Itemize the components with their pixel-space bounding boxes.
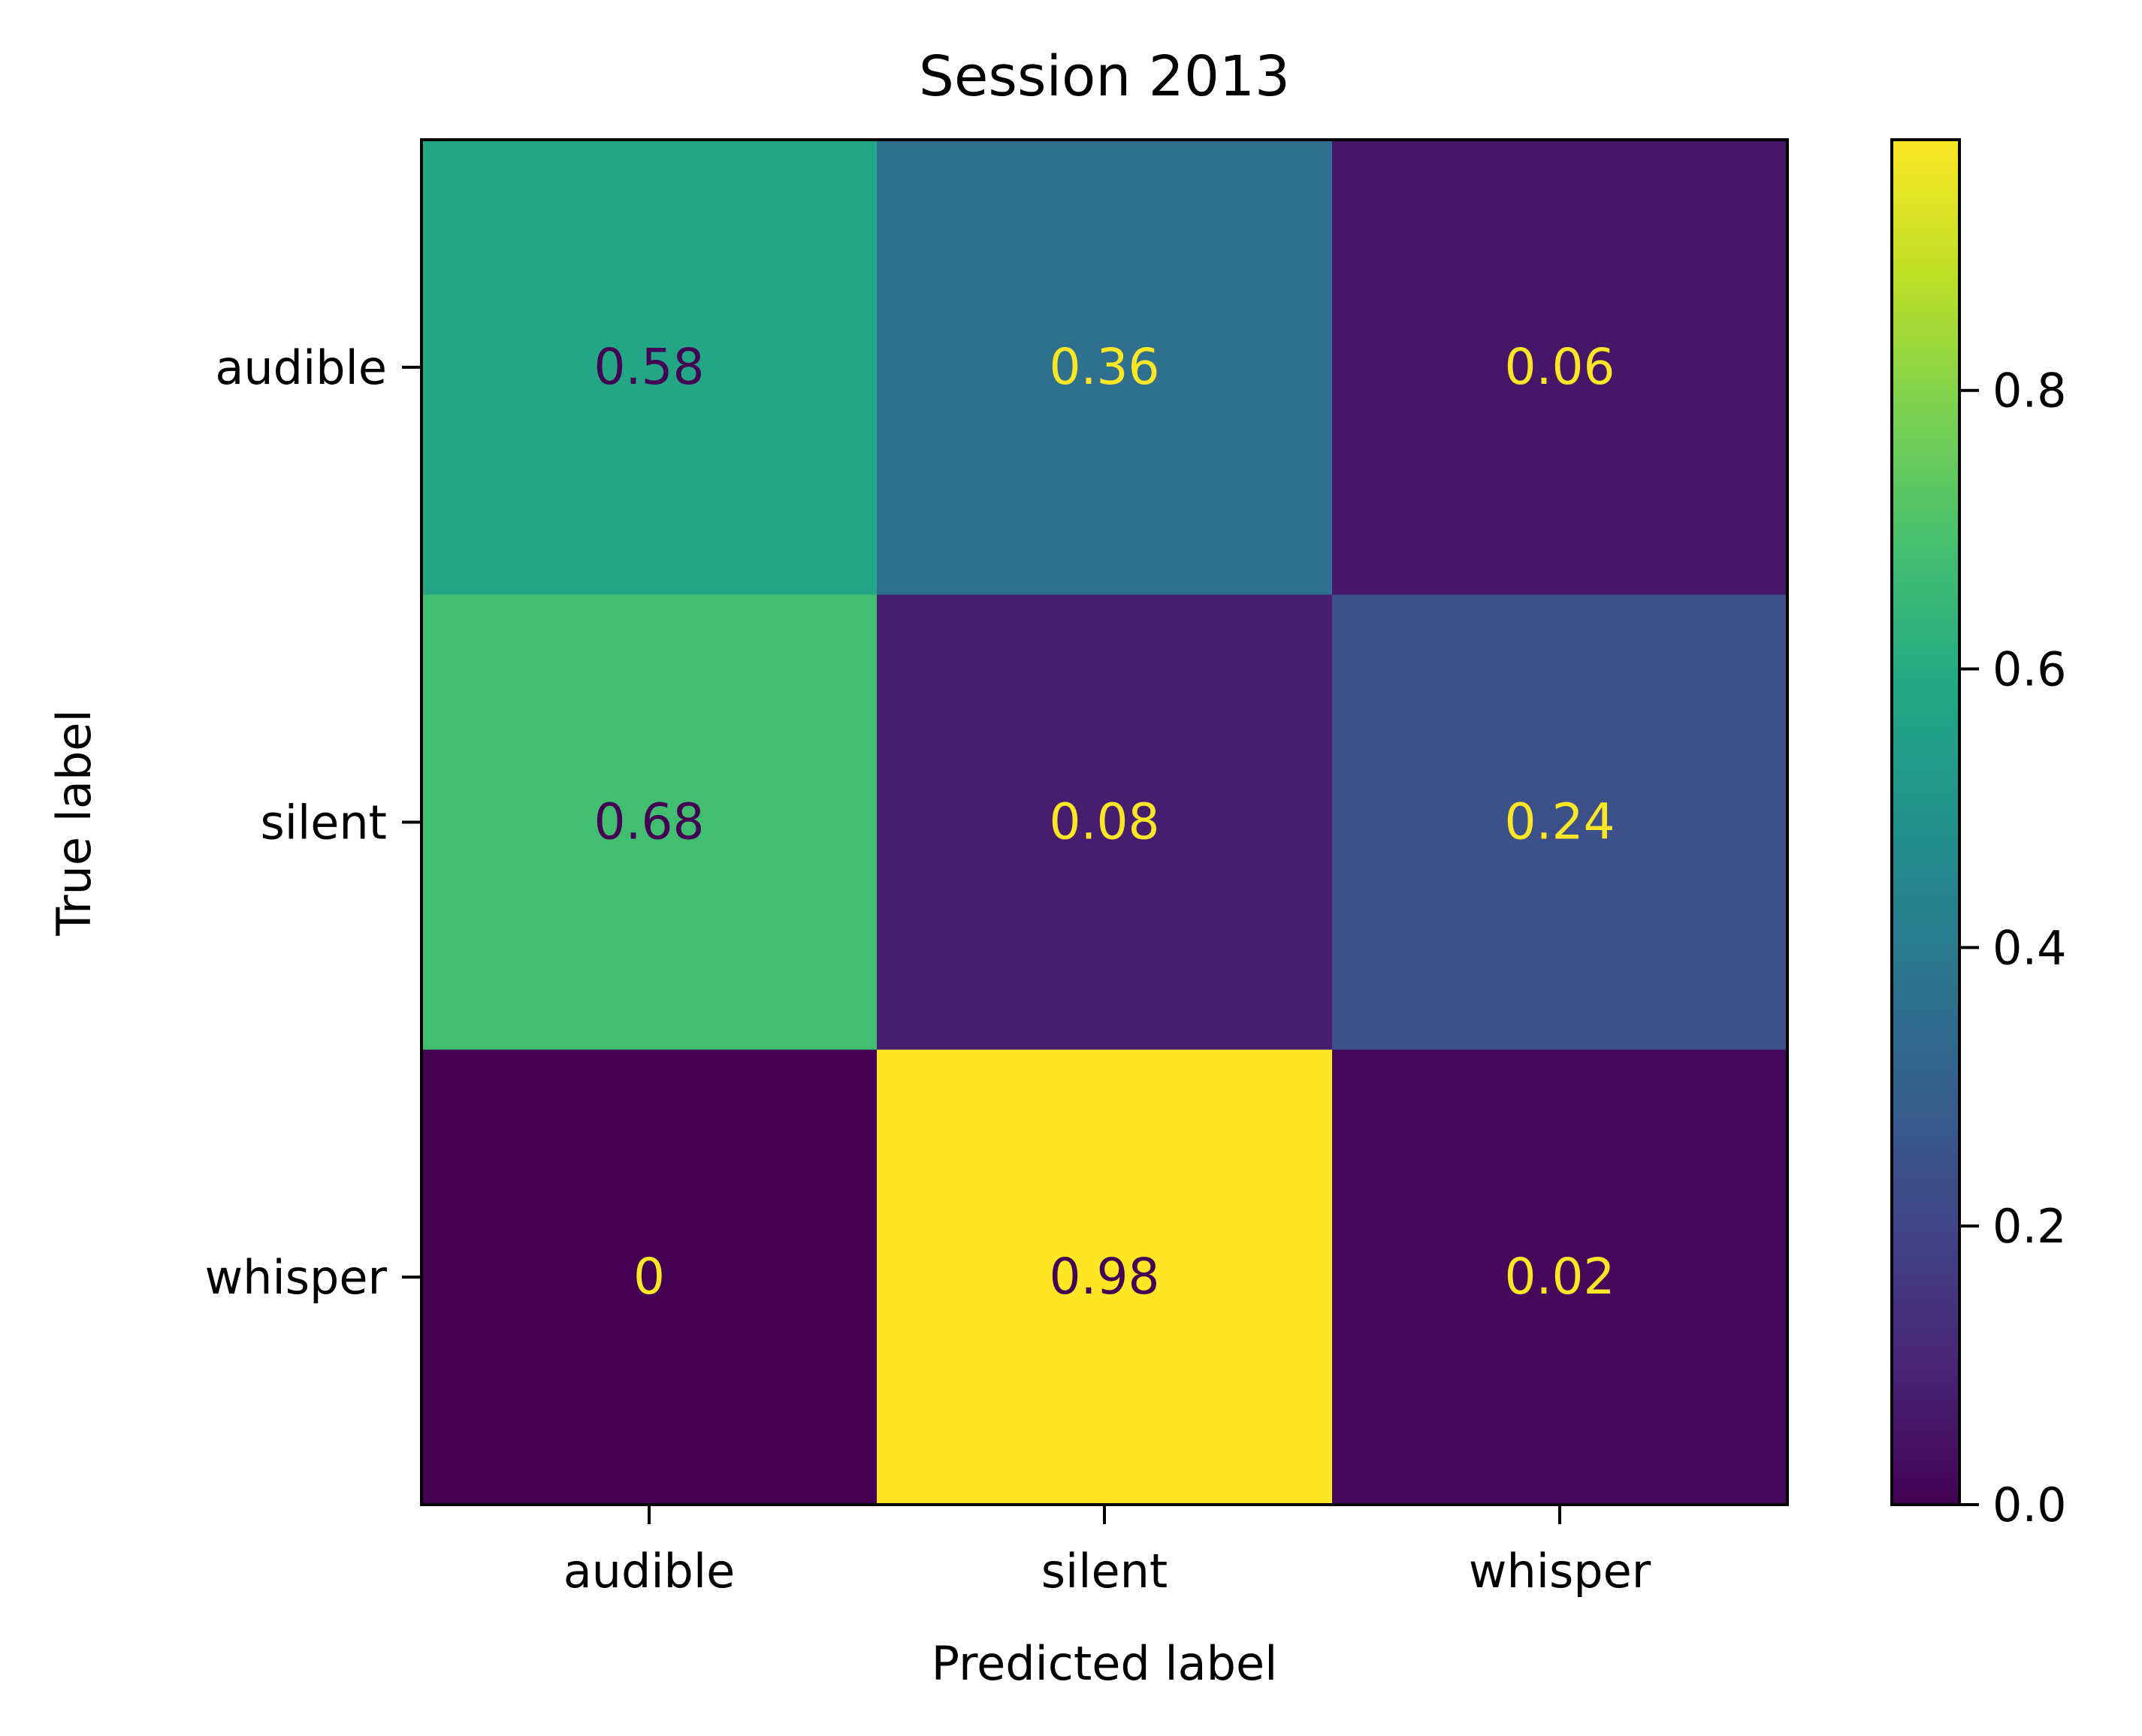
heatmap-cell-r1-c1 xyxy=(877,594,1333,1050)
cell-value-label: 0 xyxy=(633,1248,665,1306)
colorbar-tick-label: 0.4 xyxy=(1992,920,2067,975)
colorbar-tick-label: 0.6 xyxy=(1992,642,2067,697)
cell-value-label: 0.68 xyxy=(594,793,705,851)
heatmap-cell-r0-c1 xyxy=(877,140,1333,596)
cell-value-label: 0.36 xyxy=(1050,338,1160,396)
y-axis-ticks: audible silent whisper xyxy=(204,340,421,1305)
colorbar-tick-label: 0.0 xyxy=(1992,1478,2067,1532)
cell-value-label: 0.98 xyxy=(1050,1248,1160,1306)
colorbar xyxy=(1890,138,1961,1506)
heatmap-cell-r0-c2 xyxy=(1332,140,1788,596)
x-tick-label: audible xyxy=(563,1544,736,1599)
chart-title: Session 2013 xyxy=(919,44,1290,109)
heatmap-cell-r1-c2 xyxy=(1332,594,1788,1050)
colorbar-ticks: 0.0 0.2 0.4 0.6 0.8 xyxy=(1959,364,2067,1532)
y-tick-label: audible xyxy=(215,340,387,395)
x-axis-ticks: audible silent whisper xyxy=(563,1505,1651,1599)
x-tick-label: whisper xyxy=(1469,1544,1651,1599)
y-axis-label: True label xyxy=(47,709,101,936)
heatmap-cell-labels: 0.58 0.36 0.06 0.68 0.08 0.24 0 0.98 0.02 xyxy=(594,338,1615,1306)
y-tick-label: silent xyxy=(260,796,387,850)
cell-value-label: 0.06 xyxy=(1505,338,1615,396)
colorbar-tick-label: 0.8 xyxy=(1992,364,2067,418)
cell-value-label: 0.58 xyxy=(594,338,705,396)
cell-value-label: 0.02 xyxy=(1505,1248,1615,1306)
heatmap-cell-r2-c1 xyxy=(877,1049,1333,1505)
x-axis-label: Predicted label xyxy=(932,1636,1278,1691)
y-tick-label: whisper xyxy=(204,1250,387,1305)
cell-value-label: 0.08 xyxy=(1050,793,1160,851)
heatmap-cells xyxy=(421,140,1788,1505)
heatmap-cell-r1-c0 xyxy=(421,594,878,1050)
heatmap-cell-r2-c0 xyxy=(421,1049,878,1505)
colorbar-tick-label: 0.2 xyxy=(1992,1199,2067,1254)
heatmap-cell-r2-c2 xyxy=(1332,1049,1788,1505)
cell-value-label: 0.24 xyxy=(1505,793,1615,851)
heatmap-cell-r0-c0 xyxy=(421,140,878,596)
x-tick-label: silent xyxy=(1041,1544,1168,1599)
